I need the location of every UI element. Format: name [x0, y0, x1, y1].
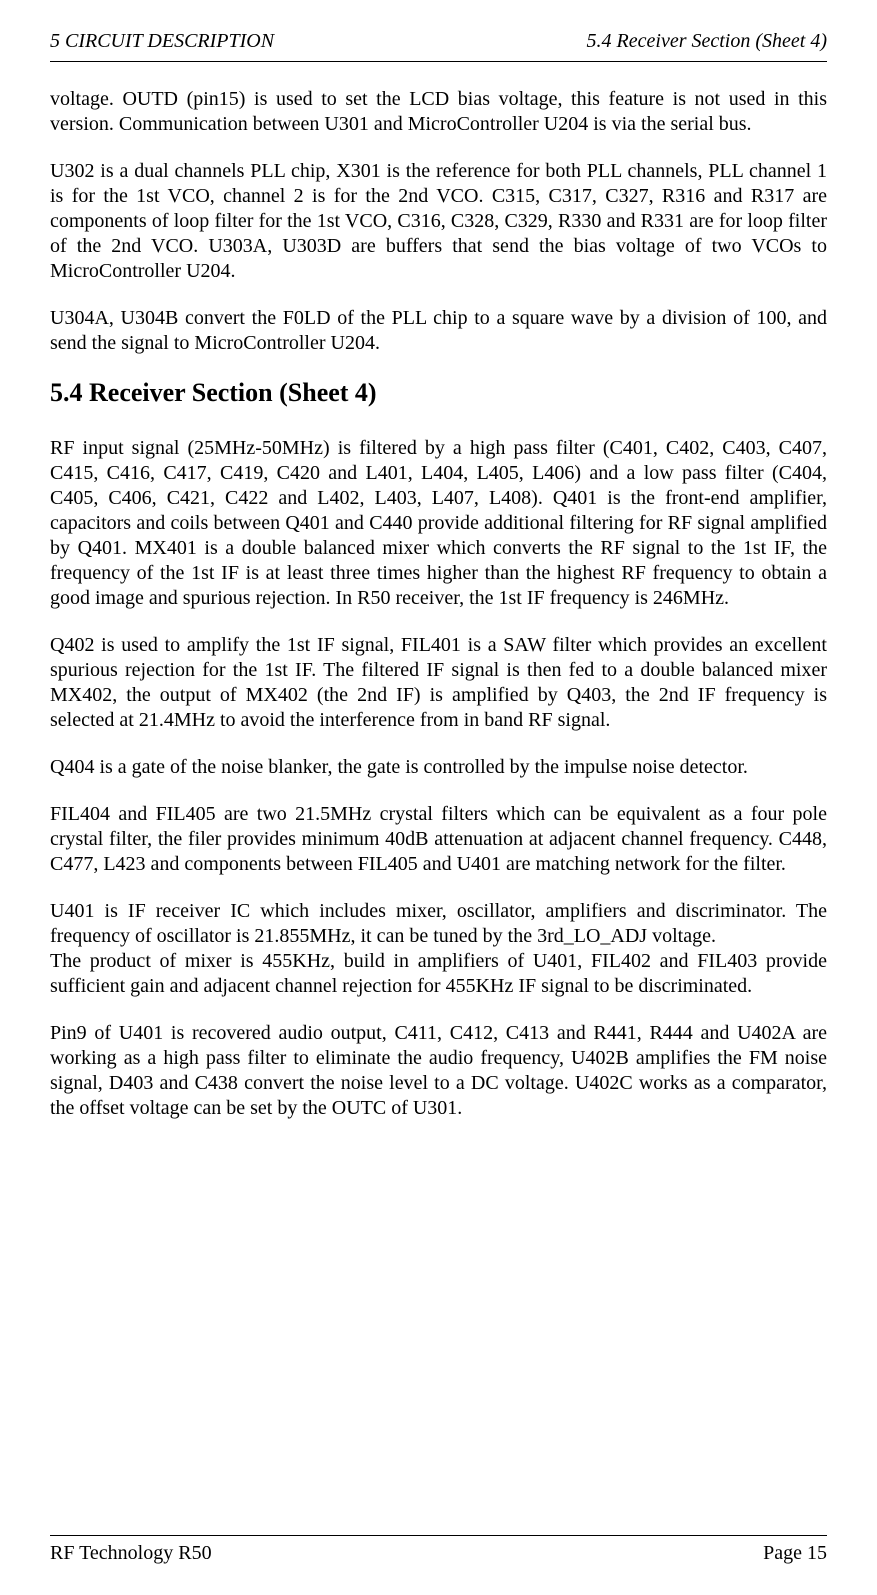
footer-rule [50, 1535, 827, 1536]
paragraph-6: Q404 is a gate of the noise blanker, the… [50, 755, 827, 780]
section-heading: 5.4 Receiver Section (Sheet 4) [50, 378, 827, 408]
paragraph-4: RF input signal (25MHz-50MHz) is filtere… [50, 436, 827, 611]
page-footer: RF Technology R50 Page 15 [50, 1535, 827, 1565]
header-rule [50, 61, 827, 62]
footer-right: Page 15 [763, 1542, 827, 1565]
paragraph-10: Pin9 of U401 is recovered audio output, … [50, 1021, 827, 1121]
paragraph-8: U401 is IF receiver IC which includes mi… [50, 899, 827, 949]
paragraph-9: The product of mixer is 455KHz, build in… [50, 949, 827, 999]
footer-text: RF Technology R50 Page 15 [50, 1542, 827, 1565]
footer-left: RF Technology R50 [50, 1542, 212, 1565]
paragraph-1: voltage. OUTD (pin15) is used to set the… [50, 87, 827, 137]
paragraph-5: Q402 is used to amplify the 1st IF signa… [50, 633, 827, 733]
paragraph-7: FIL404 and FIL405 are two 21.5MHz crysta… [50, 802, 827, 877]
paragraph-3: U304A, U304B convert the F0LD of the PLL… [50, 306, 827, 356]
header-right: 5.4 Receiver Section (Sheet 4) [587, 30, 827, 53]
header-left: 5 CIRCUIT DESCRIPTION [50, 30, 274, 53]
paragraph-2: U302 is a dual channels PLL chip, X301 i… [50, 159, 827, 284]
page-header: 5 CIRCUIT DESCRIPTION 5.4 Receiver Secti… [50, 30, 827, 53]
